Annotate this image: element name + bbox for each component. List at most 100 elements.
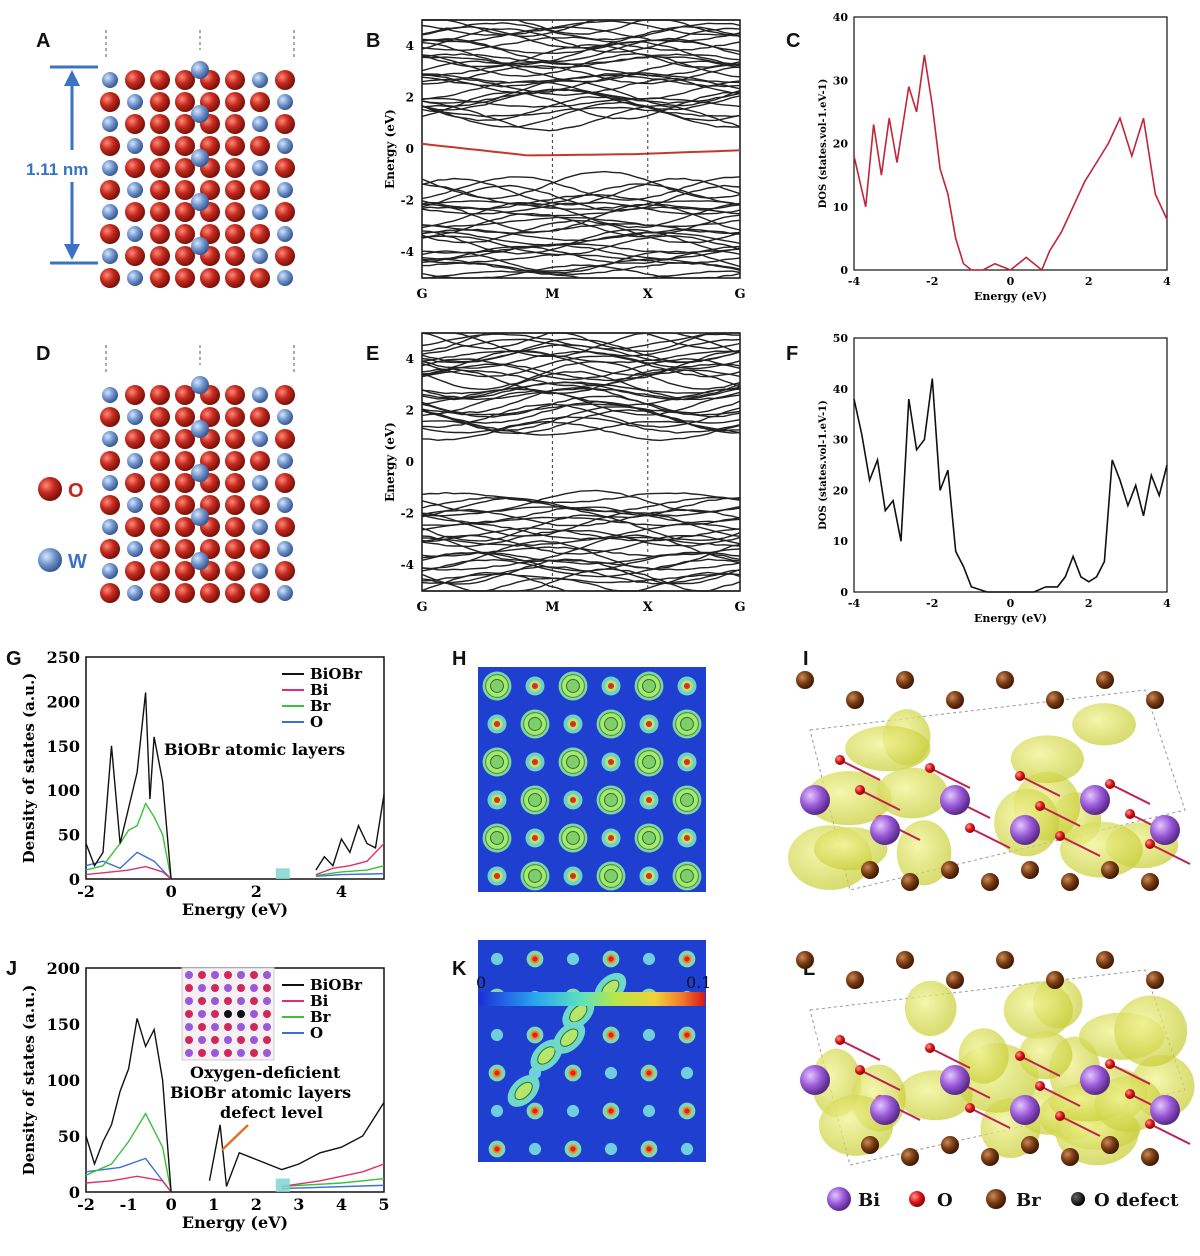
tungsten-atom bbox=[127, 94, 143, 110]
oxygen-atom bbox=[275, 561, 295, 581]
band-line bbox=[421, 403, 741, 429]
panel-label-i: I bbox=[803, 648, 809, 670]
panel-label-g: G bbox=[6, 648, 22, 670]
o-atom bbox=[855, 785, 865, 795]
band-line bbox=[421, 22, 741, 41]
oxygen-atom bbox=[200, 268, 220, 288]
br-atom bbox=[796, 671, 814, 689]
x-tick-label: -2 bbox=[77, 882, 95, 901]
lattice-site bbox=[185, 997, 193, 1005]
tungsten-atom bbox=[127, 541, 143, 557]
lattice-site bbox=[211, 1010, 219, 1018]
tungsten-atom bbox=[102, 72, 118, 88]
pdos-line-br bbox=[85, 801, 385, 880]
x-axis-label: Energy (eV) bbox=[974, 290, 1047, 303]
tungsten-atom bbox=[252, 160, 268, 176]
y-tick-label: 20 bbox=[833, 138, 849, 151]
tungsten-atom bbox=[252, 475, 268, 491]
lattice-site bbox=[237, 1023, 245, 1031]
pdos-line-bi bbox=[85, 843, 385, 880]
y-tick-label: 20 bbox=[833, 484, 849, 497]
legend-label: Br bbox=[310, 697, 332, 715]
band-line bbox=[421, 369, 741, 388]
y-axis-label: Density of states (a.u.) bbox=[20, 985, 38, 1176]
band-line bbox=[421, 200, 741, 211]
contour-peak bbox=[570, 1146, 576, 1152]
tungsten-atom bbox=[277, 497, 293, 513]
lattice-site bbox=[237, 971, 245, 979]
y-tick-label: 4 bbox=[406, 352, 414, 366]
y-tick-label: 50 bbox=[833, 332, 849, 345]
contour-inner bbox=[566, 831, 580, 845]
lattice-site bbox=[237, 997, 245, 1005]
oxygen-atom bbox=[150, 407, 170, 427]
contour-inner bbox=[528, 717, 542, 731]
tungsten-atom bbox=[127, 453, 143, 469]
y-axis-label: DOS (states.vol-1.eV-1) bbox=[818, 79, 829, 209]
oxygen-atom bbox=[200, 583, 220, 603]
isosurface-lobe bbox=[813, 827, 888, 871]
br-atom bbox=[1141, 1148, 1159, 1166]
band-line bbox=[421, 184, 741, 212]
tungsten-atom bbox=[252, 563, 268, 579]
lattice-site bbox=[211, 997, 219, 1005]
oxygen-atom bbox=[100, 224, 120, 244]
band-line bbox=[421, 516, 741, 527]
tungsten-atom bbox=[127, 409, 143, 425]
tungsten-atom bbox=[277, 541, 293, 557]
br-atom bbox=[1046, 971, 1064, 989]
lattice-site bbox=[224, 1049, 232, 1057]
lattice-site bbox=[263, 1010, 271, 1018]
oxygen-atom bbox=[175, 429, 195, 449]
o-atom bbox=[1105, 1059, 1115, 1069]
contour-peak bbox=[532, 956, 538, 962]
x-tick-label: 0 bbox=[166, 882, 177, 901]
legend-label: O bbox=[310, 1024, 323, 1042]
band-line bbox=[421, 337, 741, 364]
o-atom bbox=[1125, 1089, 1135, 1099]
oxygen-atom bbox=[175, 407, 195, 427]
bi-atom bbox=[1010, 815, 1040, 845]
contour-inner bbox=[642, 755, 656, 769]
oxygen-atom bbox=[150, 473, 170, 493]
y-axis-label: Energy (eV) bbox=[383, 422, 397, 502]
o-atom bbox=[925, 763, 935, 773]
contour-peak bbox=[684, 1032, 690, 1038]
tungsten-atom bbox=[191, 552, 209, 570]
band-line bbox=[421, 64, 741, 85]
oxygen-atom bbox=[175, 583, 195, 603]
y-tick-label: -2 bbox=[401, 507, 414, 521]
oxygen-atom bbox=[250, 224, 270, 244]
oxygen-atom bbox=[275, 158, 295, 178]
lattice-site bbox=[185, 971, 193, 979]
tungsten-atom bbox=[277, 94, 293, 110]
x-tick-label: M bbox=[545, 287, 559, 302]
band-line bbox=[421, 349, 741, 376]
y-tick-label: -2 bbox=[401, 194, 414, 208]
band-line bbox=[421, 26, 741, 43]
bond bbox=[969, 827, 1011, 849]
x-tick-label: 4 bbox=[1163, 597, 1171, 610]
contour-outer bbox=[490, 1028, 504, 1042]
oxygen-atom bbox=[225, 70, 245, 90]
lattice-site bbox=[263, 971, 271, 979]
x-tick-label: G bbox=[734, 287, 745, 302]
oxygen-atom bbox=[225, 92, 245, 112]
colorbar-min-label: 0 bbox=[476, 973, 486, 992]
o-atom bbox=[925, 1043, 935, 1053]
lattice-site bbox=[224, 1023, 232, 1031]
x-axis-label: Energy (eV) bbox=[182, 1213, 288, 1232]
oxygen-atom bbox=[175, 136, 195, 156]
lattice-site bbox=[250, 1023, 258, 1031]
legend-label: BiOBr bbox=[310, 976, 363, 994]
o-atom bbox=[1125, 809, 1135, 819]
oxygen-atom bbox=[100, 583, 120, 603]
band-line bbox=[421, 559, 741, 571]
o-atom bbox=[1035, 801, 1045, 811]
oxygen-atom bbox=[175, 114, 195, 134]
tungsten-atom bbox=[277, 585, 293, 601]
contour-peak bbox=[645, 796, 653, 804]
tungsten-atom bbox=[191, 420, 209, 438]
o-defect-icon bbox=[1071, 1192, 1085, 1206]
